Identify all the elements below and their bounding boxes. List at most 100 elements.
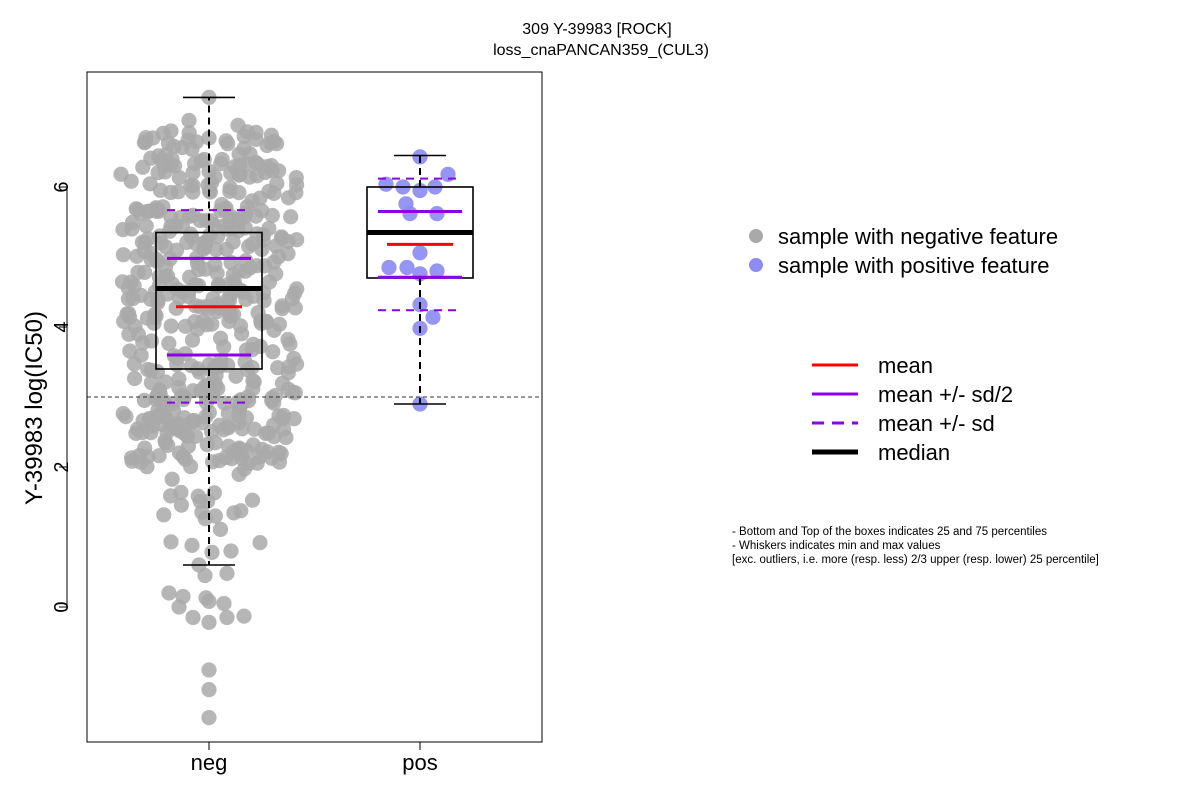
neg-sample-point <box>244 492 261 508</box>
neg-sample-point <box>194 504 210 520</box>
neg-sample-point <box>155 199 171 215</box>
neg-sample-point <box>239 198 255 215</box>
neg-sample-point <box>201 593 217 610</box>
neg-sample-point <box>223 543 239 559</box>
neg-sample-point <box>163 123 179 139</box>
neg-sample-point <box>190 488 206 504</box>
legend-label: mean +/- sd/2 <box>878 382 1013 407</box>
neg-sample-point <box>270 360 286 376</box>
boxes-layer <box>87 96 542 566</box>
neg-sample-point <box>201 614 217 631</box>
neg-sample-point <box>164 471 180 487</box>
neg-sample-point <box>231 185 247 201</box>
neg-sample-point <box>216 339 232 355</box>
neg-sample-point <box>191 364 207 380</box>
neg-sample-point <box>218 449 234 466</box>
neg-sample-point <box>124 214 141 230</box>
footnote: - Bottom and Top of the boxes indicates … <box>732 525 1099 567</box>
neg-sample-point <box>289 356 305 372</box>
neg-sample-point <box>230 117 246 133</box>
neg-sample-point <box>173 497 189 513</box>
y-tick-label: 0 <box>51 601 73 612</box>
neg-sample-point <box>288 170 304 186</box>
neg-sample-point <box>244 359 260 376</box>
y-tick-label: 6 <box>51 181 73 192</box>
neg-sample-point <box>171 380 187 396</box>
footnote-line: - Bottom and Top of the boxes indicates … <box>732 526 1047 538</box>
pos-sample-point <box>429 263 445 279</box>
neg-sample-point <box>163 318 179 334</box>
neg-sample-point <box>192 212 208 229</box>
neg-sample-point <box>233 503 249 519</box>
neg-sample-point <box>234 421 250 437</box>
neg-sample-point <box>208 241 224 258</box>
neg-sample-point <box>177 318 194 334</box>
neg-sample-point <box>201 682 217 698</box>
neg-sample-point <box>207 169 223 185</box>
neg-sample-point <box>256 293 272 309</box>
neg-sample-point <box>273 229 290 245</box>
dots-layer <box>113 89 456 726</box>
neg-sample-point <box>128 425 144 441</box>
neg-sample-point <box>113 166 129 182</box>
axes-layer: 0 2 4 6 neg pos <box>51 181 438 775</box>
neg-sample-point <box>234 326 250 342</box>
neg-sample-point <box>136 392 152 408</box>
x-tick-label: neg <box>191 750 228 775</box>
neg-sample-point <box>126 278 142 294</box>
neg-sample-point <box>166 138 182 154</box>
neg-sample-point <box>184 537 200 554</box>
neg-sample-point <box>186 412 202 429</box>
neg-sample-point <box>201 130 217 146</box>
neg-sample-point <box>172 445 188 461</box>
neg-sample-point <box>287 300 303 316</box>
footnote-line: - Whiskers indicates min and max values <box>732 540 941 552</box>
footnote-line: [exc. outliers, i.e. more (resp. less) 2… <box>732 554 1099 566</box>
neg-sample-point <box>163 534 179 550</box>
neg-sample-point <box>143 425 159 441</box>
neg-sample-point <box>236 140 252 156</box>
neg-sample-point <box>140 361 156 378</box>
neg-sample-point <box>286 411 302 427</box>
neg-sample-point <box>199 437 215 453</box>
neg-sample-point <box>232 157 248 173</box>
neg-sample-point <box>151 448 167 464</box>
neg-sample-point <box>185 609 201 626</box>
neg-sample-point <box>158 239 174 255</box>
legend-label: mean +/- sd <box>878 411 995 436</box>
neg-sample-point <box>236 608 252 624</box>
neg-sample-point <box>264 163 280 179</box>
neg-sample-point <box>205 454 221 470</box>
neg-sample-point <box>219 609 235 626</box>
neg-sample-point <box>150 295 166 311</box>
neg-sample-point <box>136 243 152 259</box>
legend-label: sample with positive feature <box>778 253 1049 278</box>
legend-label: median <box>878 440 950 465</box>
neg-sample-point <box>242 169 258 185</box>
neg-sample-point <box>168 300 184 316</box>
x-tick-label: pos <box>402 750 437 775</box>
neg-sample-point <box>131 448 147 464</box>
neg-sample-point <box>280 246 296 262</box>
neg-sample-point <box>287 385 303 401</box>
neg-sample-point <box>266 133 282 150</box>
neg-sample-point <box>201 662 217 678</box>
neg-sample-point <box>180 288 196 305</box>
neg-sample-point <box>213 202 229 218</box>
legend: sample with negative feature sample with … <box>749 224 1058 465</box>
neg-sample-point <box>118 409 134 425</box>
neg-sample-point <box>209 265 225 281</box>
neg-sample-point <box>228 368 244 384</box>
neg-sample-point <box>255 227 271 243</box>
neg-sample-point <box>271 316 287 332</box>
neg-sample-point <box>184 141 200 157</box>
pos-sample-point <box>399 259 415 276</box>
legend-marker <box>749 258 763 272</box>
neg-sample-point <box>128 201 144 217</box>
neg-sample-point <box>248 154 264 171</box>
neg-sample-point <box>258 313 274 329</box>
neg-sample-point <box>234 396 250 412</box>
neg-sample-point <box>236 461 253 477</box>
neg-sample-point <box>252 338 268 355</box>
